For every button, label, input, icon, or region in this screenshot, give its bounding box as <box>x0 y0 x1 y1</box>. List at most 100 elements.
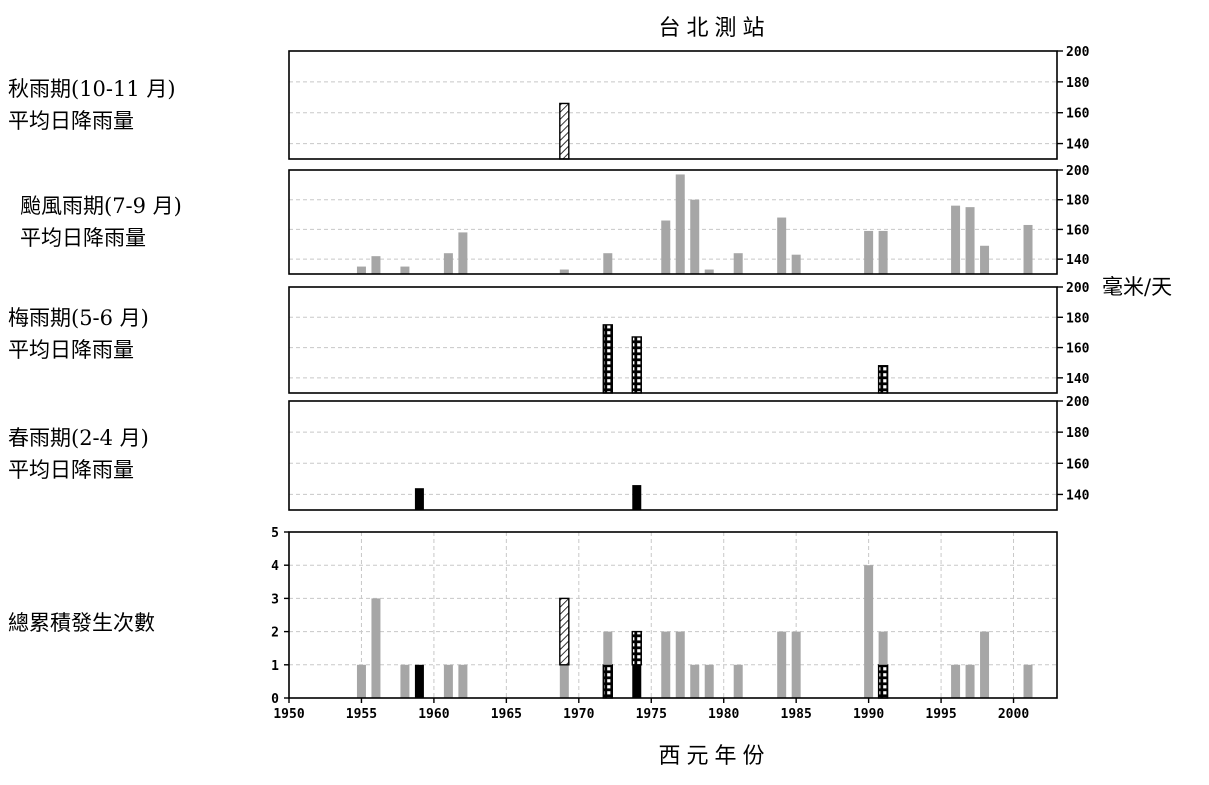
y-tick-label: 200 <box>1066 395 1090 410</box>
bar-segment <box>443 664 453 698</box>
bar-segment <box>400 664 410 698</box>
y-tick-label: 140 <box>1066 488 1090 503</box>
bar <box>690 199 700 274</box>
bar <box>632 485 642 510</box>
bar <box>791 254 801 274</box>
bar-segment <box>559 664 569 698</box>
x-tick-label: 1995 <box>925 707 956 722</box>
y-tick-label: 3 <box>271 592 279 607</box>
bar <box>414 488 424 510</box>
bar <box>603 253 613 274</box>
x-tick-label: 1970 <box>563 707 594 722</box>
y-tick-label: 160 <box>1066 342 1090 357</box>
panel-frame <box>288 531 1058 699</box>
chart-title: 台北測站 <box>658 16 771 41</box>
bar-segment <box>632 664 642 698</box>
panel-label-line: 平均日降雨量 <box>8 109 134 133</box>
bar-segment <box>777 631 787 698</box>
bar <box>559 102 570 160</box>
panel-frame <box>288 169 1058 275</box>
bar <box>1023 224 1033 274</box>
bar <box>878 230 888 274</box>
bar-segment <box>458 664 468 698</box>
panel-label-line: 平均日降雨量 <box>8 338 134 362</box>
y-tick-label: 180 <box>1066 311 1090 326</box>
bar-segment <box>414 664 424 698</box>
y-tick-label: 1 <box>271 659 279 674</box>
y-tick-label: 180 <box>1066 76 1090 91</box>
y-tick-label: 4 <box>271 559 279 574</box>
bar <box>980 245 990 274</box>
bar <box>704 269 714 274</box>
y-tick-label: 180 <box>1066 426 1090 441</box>
y-tick-label: 160 <box>1066 223 1090 238</box>
panel-frame <box>288 400 1058 511</box>
bar <box>965 207 975 274</box>
bar <box>371 256 381 274</box>
bar-segment <box>661 631 671 698</box>
bar-segment <box>877 664 889 699</box>
panel-label-line: 梅雨期(5-6 月) <box>8 306 149 330</box>
bar <box>602 324 613 394</box>
bar-segment <box>951 664 961 698</box>
bar-segment <box>965 664 975 698</box>
bar-segment <box>356 664 366 698</box>
y-tick-label: 160 <box>1066 457 1090 472</box>
bar-segment <box>878 631 888 665</box>
bar-segment <box>371 598 381 698</box>
bar-segment <box>733 664 743 698</box>
y-tick-label: 2 <box>271 626 279 641</box>
bar-segment <box>704 664 714 698</box>
bar <box>631 336 642 394</box>
panel-label-2: 颱風雨期(7-9 月) 平均日降雨量 <box>20 190 182 254</box>
bar-segment <box>980 631 990 698</box>
x-tick-label: 1965 <box>491 707 522 722</box>
panel-label-line: 秋雨期(10-11 月) <box>8 77 176 101</box>
bar <box>864 230 874 274</box>
y-tick-label: 0 <box>271 692 279 707</box>
panel-label-line: 平均日降雨量 <box>20 226 146 250</box>
bar-segment <box>690 664 700 698</box>
bar <box>733 253 743 274</box>
bar-segment <box>631 630 642 666</box>
y-tick-label: 200 <box>1066 281 1090 296</box>
x-axis-title: 西元年份 <box>658 744 771 769</box>
y-unit-label: 毫米/天 <box>1102 275 1173 299</box>
bar-segment <box>864 565 874 698</box>
bar <box>661 220 671 274</box>
x-tick-label: 1975 <box>636 707 667 722</box>
bar <box>559 269 569 274</box>
panel-label-line: 春雨期(2-4 月) <box>8 426 149 450</box>
y-tick-label: 5 <box>271 526 279 541</box>
y-tick-label: 180 <box>1066 194 1090 209</box>
panel-label-line: 颱風雨期(7-9 月) <box>20 194 182 218</box>
bar-segment <box>1023 664 1033 698</box>
x-tick-label: 1985 <box>781 707 812 722</box>
bar-segment <box>791 631 801 698</box>
y-tick-label: 200 <box>1066 45 1090 60</box>
x-tick-label: 1980 <box>708 707 739 722</box>
bar <box>458 232 468 274</box>
bar <box>951 205 961 274</box>
bar-segment <box>602 664 613 699</box>
bar <box>443 253 453 274</box>
x-tick-label: 1950 <box>273 707 304 722</box>
panel-label-line: 平均日降雨量 <box>8 458 134 482</box>
panel-label-3: 梅雨期(5-6 月) 平均日降雨量 <box>8 302 149 366</box>
x-tick-label: 1990 <box>853 707 884 722</box>
x-tick-label: 1955 <box>346 707 377 722</box>
bar <box>400 266 410 274</box>
y-tick-label: 140 <box>1066 253 1090 268</box>
bar-segment <box>603 631 613 665</box>
panel-frame <box>288 50 1058 160</box>
y-tick-label: 160 <box>1066 107 1090 122</box>
panel-frame <box>288 286 1058 394</box>
x-tick-label: 2000 <box>998 707 1029 722</box>
panel-label-5: 總累積發生次數 <box>8 607 155 639</box>
panel-label-4: 春雨期(2-4 月) 平均日降雨量 <box>8 422 149 486</box>
panel-label-line: 總累積發生次數 <box>8 611 155 635</box>
bar-segment <box>675 631 685 698</box>
y-tick-label: 200 <box>1066 164 1090 179</box>
bar-segment <box>559 597 570 666</box>
